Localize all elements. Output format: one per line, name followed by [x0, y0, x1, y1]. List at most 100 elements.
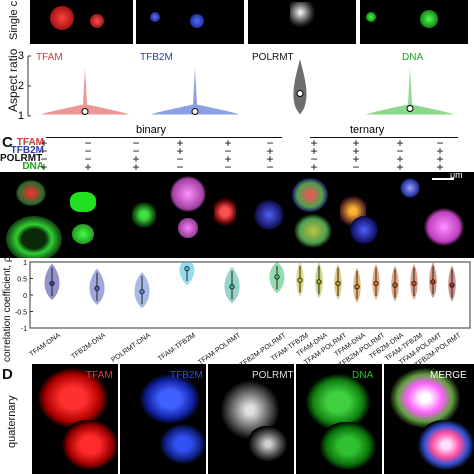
sign-cell: − — [224, 160, 232, 174]
ternary-bracket — [310, 137, 458, 138]
sign-cell: − — [396, 144, 404, 158]
cc-violin-10 — [372, 263, 380, 300]
sign-cell: + — [266, 152, 274, 166]
ar-violin-body — [151, 68, 239, 115]
sign-cell: − — [176, 152, 184, 166]
cc-median-point — [229, 284, 235, 290]
sign-cell: − — [436, 136, 444, 150]
ar-violin-dna — [366, 68, 454, 115]
panel-letter-c: C — [2, 134, 13, 151]
sign-cell: + — [352, 152, 360, 166]
sign-cell: + — [436, 144, 444, 158]
group-label-ternary: ternary — [350, 124, 385, 136]
group-label-binary: binary — [136, 124, 166, 136]
channel-label-tfam: TFAM — [36, 52, 63, 63]
sign-cell: − — [266, 136, 274, 150]
sign-cell: − — [132, 136, 140, 150]
panel-c-image-strip: μm — [0, 172, 474, 258]
top-tile-dna — [360, 0, 468, 44]
panel-d-label-tfam: TFAM — [86, 370, 113, 381]
sign-cell: − — [266, 160, 274, 174]
cc-ytick-label: -1 — [21, 326, 27, 333]
row-label-polrmt: POLRMT — [0, 153, 43, 164]
cc-median-point — [354, 284, 360, 290]
cc-violin-7 — [315, 262, 323, 299]
ar-median-point — [406, 105, 414, 112]
cc-median-point — [49, 280, 55, 287]
scalebar-label: μm — [450, 172, 463, 180]
sign-cell: + — [396, 152, 404, 166]
cc-ytick-label: 1 — [23, 260, 27, 267]
cc-ytick-label: 0.5 — [17, 277, 27, 284]
panel-d-tfb2m — [120, 364, 206, 474]
cc-median-point — [184, 266, 190, 272]
sign-cell: + — [436, 160, 444, 174]
ar-median-point — [81, 108, 89, 115]
sign-cell: − — [224, 144, 232, 158]
channel-label-dna: DNA — [402, 52, 424, 63]
sign-cell: + — [40, 136, 48, 150]
sign-cell: − — [40, 144, 48, 158]
panel-d-polrmt — [208, 364, 294, 474]
panel-d-label-tfb2m: TFB2M — [170, 370, 203, 381]
sign-cell: + — [396, 136, 404, 150]
sign-cell: + — [310, 160, 318, 174]
cc-median-point — [449, 282, 455, 288]
ar-violin-body — [366, 68, 454, 115]
cc-median-point — [139, 289, 145, 295]
sign-cell: − — [84, 144, 92, 158]
channel-label-tfb2m: TFB2M — [140, 52, 173, 63]
top-tile-tfam — [30, 0, 133, 44]
sign-cell: + — [40, 160, 48, 174]
ar-ytick-label: 1 — [18, 110, 24, 122]
ar-violin-tfb2m — [151, 68, 239, 115]
cc-median-point — [392, 282, 398, 288]
cc-violin-9 — [353, 266, 361, 304]
sign-cell: − — [40, 152, 48, 166]
top-tile-polrmt — [248, 0, 356, 44]
cc-violin-5 — [269, 262, 285, 294]
ar-violin-polrmt — [293, 59, 307, 115]
cc-violin-11 — [391, 265, 399, 302]
sign-cell: − — [132, 144, 140, 158]
ar-violin-tfam — [41, 68, 129, 115]
panel-d-label-polrmt: POLRMT — [252, 370, 294, 381]
sign-cell: + — [352, 136, 360, 150]
sign-cell: + — [352, 144, 360, 158]
sign-cell: + — [436, 152, 444, 166]
cc-violin-12 — [410, 263, 418, 300]
ar-violin-body — [41, 68, 129, 115]
cc-violin-4 — [224, 266, 240, 304]
sign-cell: + — [266, 144, 274, 158]
sign-cell: + — [396, 160, 404, 174]
row-label-tfam: TFAM — [16, 137, 44, 148]
sign-cell: + — [224, 152, 232, 166]
panel-d-merge — [384, 364, 474, 474]
sign-cell: + — [176, 136, 184, 150]
panel-d-tfam — [32, 364, 118, 474]
row-label-tfb2m: TFB2M — [10, 145, 44, 156]
correlation-chart: 1 0.5 0 -0.5 -1 — [15, 260, 471, 333]
cc-violin-2 — [134, 271, 150, 309]
cc-violin-8 — [334, 263, 342, 300]
row-label-dna: DNA — [22, 161, 44, 172]
aspect-ratio-chart: 1 2 3 — [18, 50, 454, 122]
sign-cell: − — [84, 152, 92, 166]
sign-cell: + — [132, 152, 140, 166]
ar-ytick-label: 3 — [18, 50, 24, 62]
sign-cell: − — [84, 136, 92, 150]
cc-median-point — [316, 279, 322, 285]
ar-median-point — [191, 108, 199, 115]
panel-letter-d: D — [2, 366, 13, 383]
cc-violin-6 — [296, 262, 304, 297]
quaternary-label: quaternary — [6, 395, 18, 448]
channel-label-polrmt: POLRMT — [252, 52, 294, 63]
cc-violin-0 — [44, 263, 60, 300]
single-cell-ylabel: Single c — [8, 0, 20, 40]
cc-median-point — [335, 280, 341, 287]
sign-cell: − — [310, 152, 318, 166]
panel-d-label-dna: DNA — [352, 370, 374, 381]
binary-bracket — [46, 137, 282, 138]
cc-median-point — [297, 277, 303, 283]
cc-median-point — [411, 280, 417, 287]
